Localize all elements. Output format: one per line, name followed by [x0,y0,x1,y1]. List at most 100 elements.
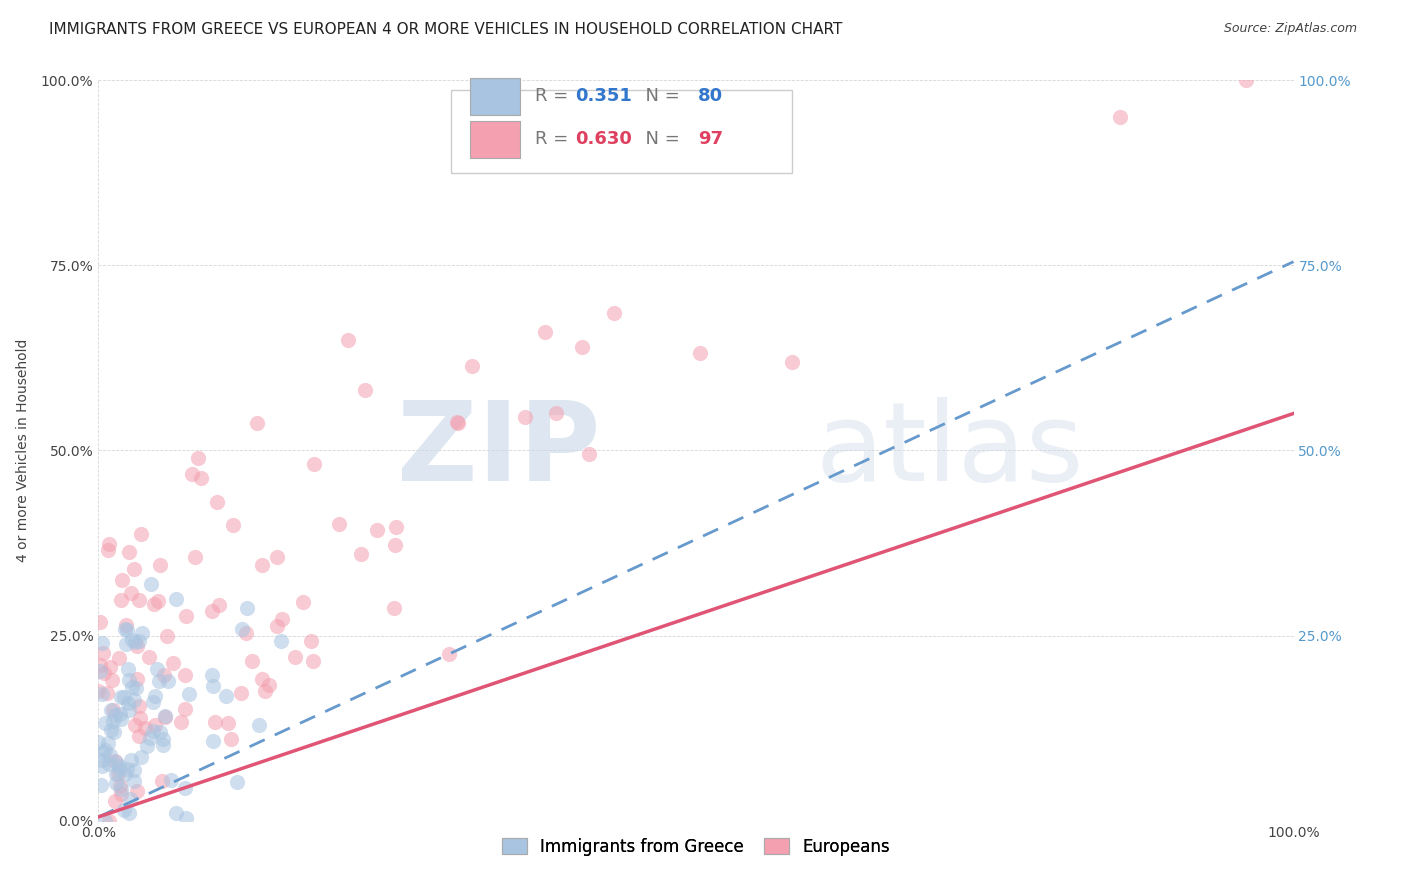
Point [257,678,280,692]
Text: Source: ZipAtlas.com: Source: ZipAtlas.com [1223,22,1357,36]
Point [135,739,157,754]
Point [202,679,225,693]
Point [89,658,111,673]
Point [108,758,131,772]
FancyBboxPatch shape [451,90,792,173]
Point [302,457,325,471]
Point [689,346,711,360]
Point [149,558,172,573]
Point [156,629,179,643]
Point [240,655,263,669]
Point [184,550,207,565]
Point [1109,111,1132,125]
Point [91,758,114,772]
Point [105,755,128,769]
Point [299,634,322,648]
Point [122,773,145,788]
Point [266,619,288,633]
Point [385,520,408,534]
Point [128,633,150,648]
Point [152,732,174,747]
Point [107,763,129,777]
Point [138,731,160,746]
Point [104,794,127,808]
Point [94,716,117,731]
Point [165,806,187,821]
Point [146,594,169,608]
Point [202,733,225,747]
Point [152,668,174,682]
Point [108,706,131,721]
Point [129,711,152,725]
Point [121,633,143,648]
Point [129,527,152,541]
Point [142,597,165,611]
Point [120,753,142,767]
Point [100,673,122,687]
Point [114,623,136,637]
FancyBboxPatch shape [470,78,520,115]
Point [104,708,127,723]
Point [515,410,537,425]
Point [153,708,176,723]
Point [103,714,125,729]
Point [170,715,193,730]
Point [266,549,288,564]
Point [152,739,174,753]
Point [446,415,468,429]
Point [142,723,165,738]
Point [87,735,110,749]
Point [122,693,145,707]
Point [190,471,212,485]
Point [111,574,134,588]
Point [578,447,600,461]
Point [217,716,239,731]
Point [201,604,224,618]
Point [215,689,238,703]
Point [105,767,128,781]
Point [100,702,122,716]
Point [117,696,139,710]
Point [603,306,626,320]
Point [366,523,388,537]
Point [270,633,292,648]
Point [174,780,197,795]
Point [122,562,145,576]
Text: ZIP: ZIP [396,397,600,504]
Point [107,767,129,781]
Point [94,814,117,828]
Point [128,699,150,714]
Point [125,681,148,695]
Point [384,538,406,552]
Point [89,615,111,630]
Point [108,650,131,665]
Point [91,647,114,661]
Point [142,695,165,709]
Point [98,747,121,762]
Point [145,689,167,703]
Point [118,703,141,717]
Point [115,762,138,776]
Point [174,609,197,624]
Point [229,686,252,700]
Point [461,359,484,373]
Text: atlas: atlas [815,397,1084,504]
Point [165,591,187,606]
Legend: Immigrants from Greece, Europeans: Immigrants from Greece, Europeans [494,830,898,864]
Point [207,495,229,509]
Point [176,811,198,825]
Point [187,450,209,465]
Point [97,736,120,750]
Text: N =: N = [634,87,685,105]
Point [118,545,141,559]
Point [236,601,259,615]
Point [117,673,139,688]
Point [146,662,169,676]
Point [103,724,125,739]
Point [162,656,184,670]
Point [292,595,315,609]
Point [143,718,166,732]
Point [104,754,127,768]
Text: R =: R = [534,87,574,105]
Point [97,542,120,557]
